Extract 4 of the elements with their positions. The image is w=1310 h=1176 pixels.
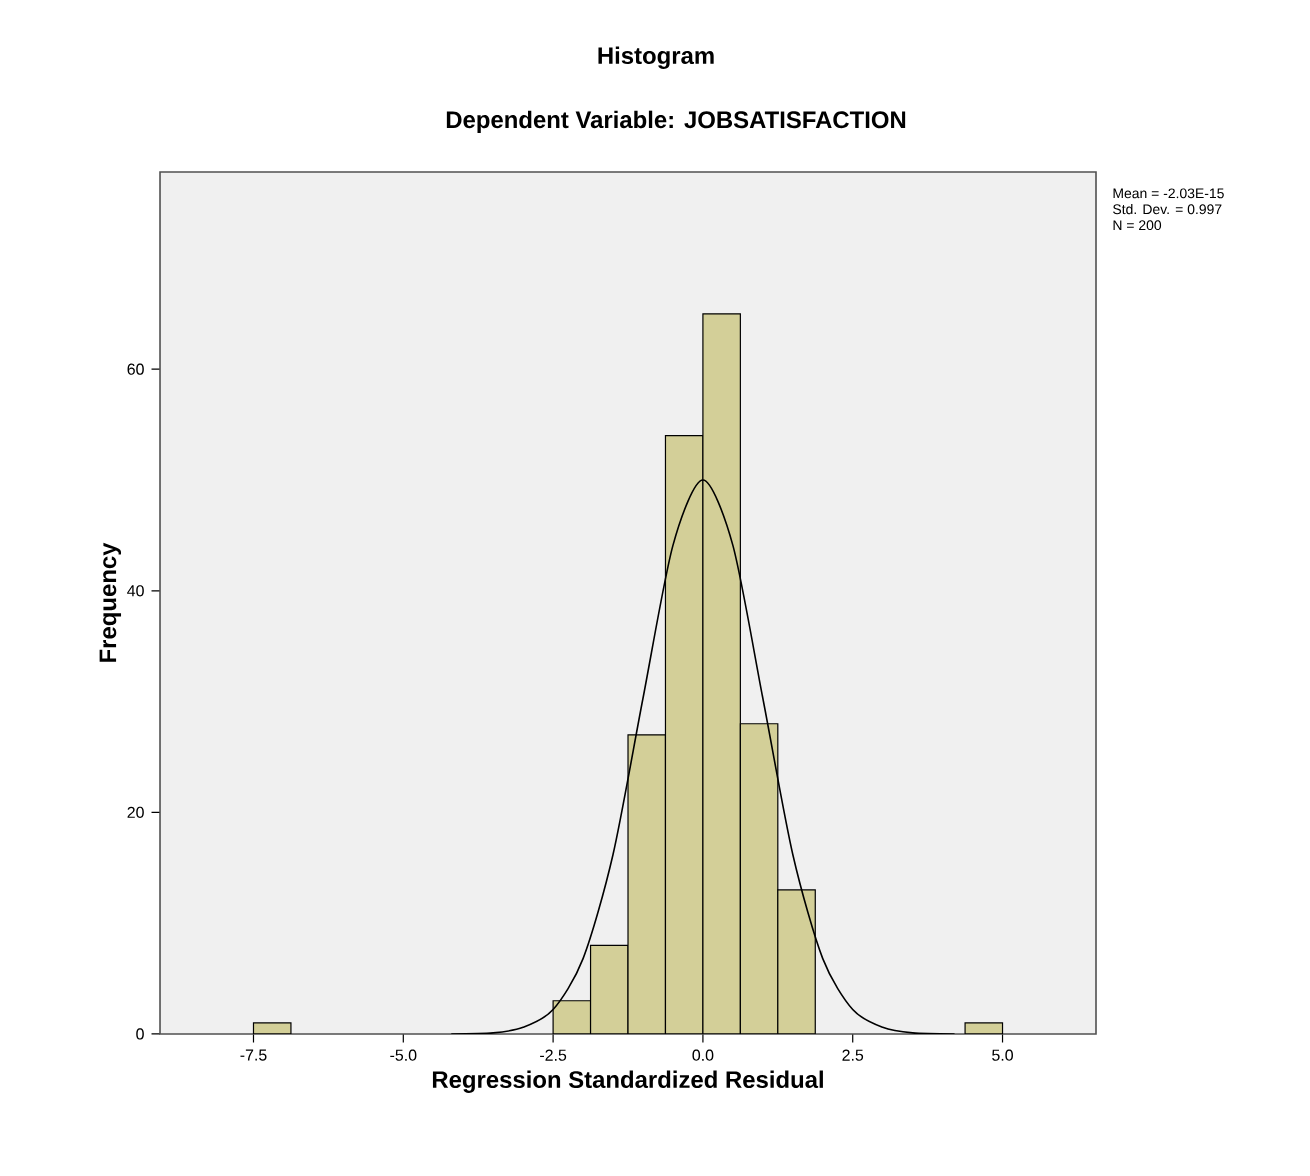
chart-title: Histogram xyxy=(598,46,714,69)
y-axis-title: Frequency xyxy=(99,542,122,662)
x-axis-title: Regression Standardized Residual xyxy=(432,1070,823,1093)
chart-subtitle: Dependent Variable: JOBSATISFACTION xyxy=(446,110,906,133)
